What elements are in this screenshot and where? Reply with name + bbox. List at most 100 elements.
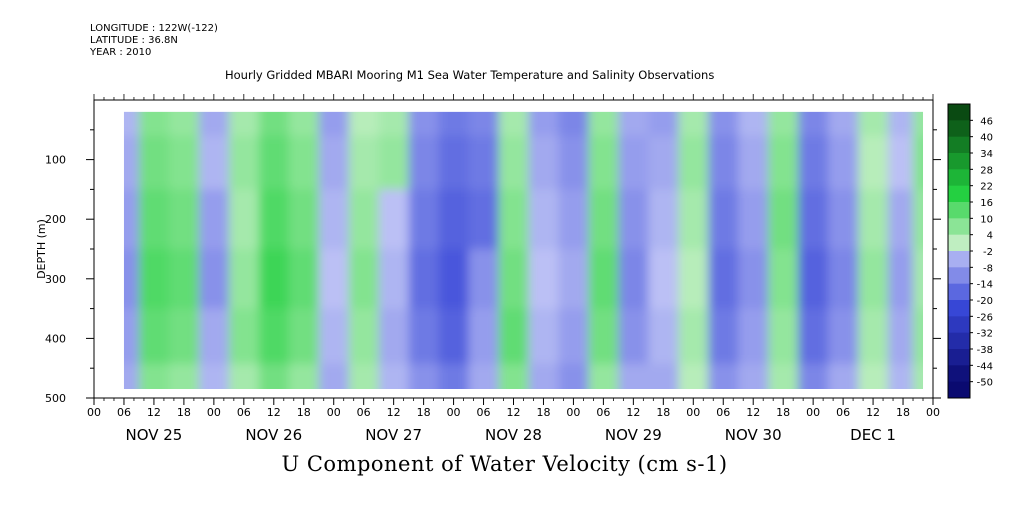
heatmap-cell — [168, 363, 200, 390]
heatmap-cell — [738, 189, 770, 250]
heatmap-cell — [558, 189, 590, 250]
colorbar-label: -2 — [983, 247, 993, 258]
heatmap-cell — [258, 363, 290, 390]
heatmap-cell — [858, 363, 890, 390]
x-day-label: DEC 1 — [850, 426, 896, 444]
heatmap-cell — [558, 111, 590, 137]
heatmap-cell — [798, 249, 830, 310]
main-title: U Component of Water Velocity (cm s-1) — [281, 452, 728, 476]
heatmap-cell — [198, 249, 230, 310]
x-day-label: NOV 28 — [485, 426, 542, 444]
heatmap-cell — [888, 111, 915, 137]
x-axis: 00 06 12 18 00 06 12 18 00 06 12 18 00 06 12 18 00 06 12 18… — [87, 398, 940, 444]
x-hour-label: 18 — [656, 406, 670, 419]
colorbar-swatch — [948, 283, 970, 301]
heatmap-cell — [768, 249, 800, 310]
colorbar-swatch — [948, 234, 970, 252]
heatmap-cell — [123, 308, 140, 365]
heatmap-cell — [618, 249, 650, 310]
heatmap-cell — [318, 249, 350, 310]
heatmap-cell — [738, 308, 770, 365]
x-hour-label: 00 — [686, 406, 700, 419]
heatmap-cell — [768, 363, 800, 390]
heatmap-cell — [768, 111, 800, 137]
heatmap-cell — [528, 308, 560, 365]
colorbar-swatch — [948, 316, 970, 334]
x-hour-label: 12 — [267, 406, 281, 419]
y-axis-label: DEPTH (m) — [35, 219, 48, 279]
heatmap-cell — [318, 135, 350, 191]
heatmap-cell — [913, 189, 924, 250]
heatmap-cell — [168, 249, 200, 310]
heatmap-cell — [588, 249, 620, 310]
heatmap-cell — [288, 189, 320, 250]
colorbar-swatch — [948, 300, 970, 317]
colorbar-label: -20 — [977, 296, 993, 307]
heatmap-cell — [528, 363, 560, 390]
heatmap-cell — [558, 363, 590, 390]
colorbar-swatch — [948, 185, 970, 203]
heatmap-cell — [468, 308, 500, 365]
heatmap-cell — [138, 249, 170, 310]
heatmap-cell — [348, 363, 380, 390]
colorbar-label: -50 — [977, 378, 993, 389]
heatmap-cell — [828, 111, 860, 137]
y-tick-label: 300 — [45, 273, 66, 286]
heatmap-cell — [438, 249, 470, 310]
y-tick-label: 200 — [45, 213, 66, 226]
heatmap-cell — [408, 111, 440, 137]
colorbar-swatch — [948, 349, 970, 366]
heatmap-cell — [648, 249, 680, 310]
x-hour-label: 06 — [237, 406, 251, 419]
heatmap-cell — [498, 363, 530, 390]
heatmap-cell — [138, 111, 170, 137]
heatmap-cell — [858, 249, 890, 310]
x-hour-label: 18 — [896, 406, 910, 419]
latitude-label: LATITUDE : 36.8N — [90, 35, 178, 46]
heatmap-cell — [438, 189, 470, 250]
heatmap-cell — [708, 363, 740, 390]
heatmap-cell — [318, 189, 350, 250]
colorbar-label: 28 — [980, 165, 993, 176]
heatmap-cell — [318, 363, 350, 390]
heatmap-cell — [228, 249, 260, 310]
heatmap-cell — [828, 308, 860, 365]
heatmap-cell — [138, 189, 170, 250]
heatmap-cell — [123, 111, 140, 137]
heatmap-cell — [498, 308, 530, 365]
x-day-label: NOV 25 — [125, 426, 182, 444]
heatmap-cell — [198, 363, 230, 390]
heatmap-cell — [798, 308, 830, 365]
x-hour-label: 12 — [746, 406, 760, 419]
colorbar-label: 4 — [987, 231, 993, 242]
colorbar-swatch — [948, 218, 970, 236]
heatmap-cell — [438, 135, 470, 191]
heatmap-cell — [738, 135, 770, 191]
x-hour-label: 18 — [536, 406, 550, 419]
heatmap-cell — [528, 249, 560, 310]
heatmap-cell — [828, 363, 860, 390]
heatmap-cell — [228, 135, 260, 191]
heatmap-cell — [123, 135, 140, 191]
colorbar: 46 40 34 28 22 16 10 4 -2 -8 -14 -20 -26 -32 -38 -44 -50 — [947, 103, 993, 399]
heatmap-cell — [198, 111, 230, 137]
x-hour-label: 06 — [716, 406, 730, 419]
heatmap-cell — [378, 111, 410, 137]
x-hour-label: 00 — [566, 406, 580, 419]
x-hour-label: 06 — [357, 406, 371, 419]
heatmap-cell — [348, 135, 380, 191]
heatmap-cell — [648, 111, 680, 137]
x-hour-label: 12 — [866, 406, 880, 419]
heatmap-cell — [528, 189, 560, 250]
y-tick-label: 500 — [45, 392, 66, 405]
heatmap-cell — [648, 135, 680, 191]
heatmap-field — [123, 111, 924, 390]
heatmap-cell — [408, 308, 440, 365]
colorbar-swatch — [948, 381, 970, 399]
heatmap-cell — [588, 189, 620, 250]
colorbar-swatch — [948, 136, 970, 154]
heatmap-cell — [438, 308, 470, 365]
heatmap-cell — [228, 189, 260, 250]
